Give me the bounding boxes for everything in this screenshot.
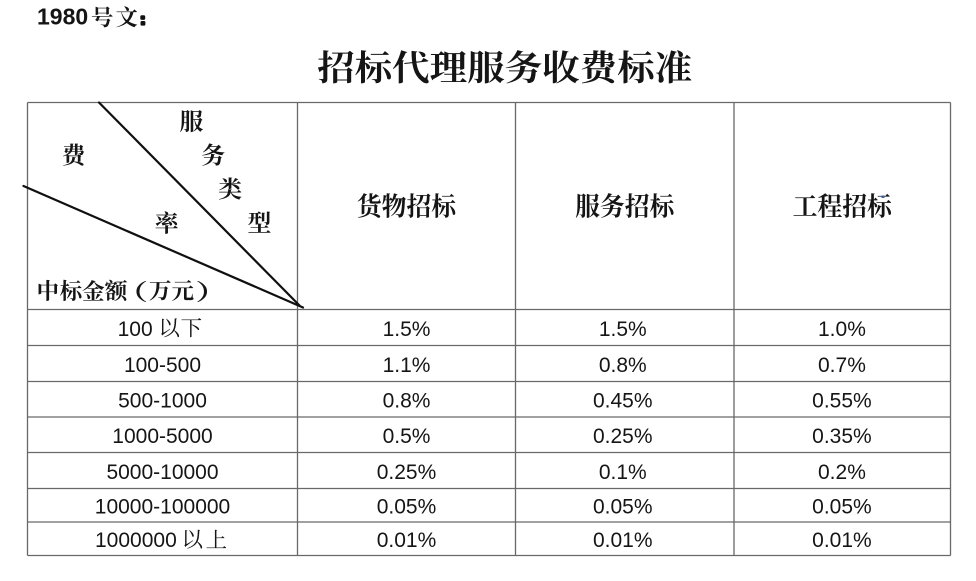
svg-text:500-1000: 500-1000	[118, 390, 207, 413]
svg-text:1980: 1980	[37, 4, 88, 30]
svg-text:100: 100	[118, 318, 153, 341]
svg-text:0.1%: 0.1%	[599, 461, 647, 484]
svg-text:0.05%: 0.05%	[377, 496, 437, 519]
svg-text:1000-5000: 1000-5000	[112, 425, 212, 448]
svg-text:0.05%: 0.05%	[593, 496, 653, 519]
svg-text:0.01%: 0.01%	[812, 529, 872, 552]
svg-text:1.0%: 1.0%	[818, 318, 866, 341]
svg-text:1.5%: 1.5%	[383, 318, 431, 341]
svg-text:0.25%: 0.25%	[593, 425, 653, 448]
svg-text:0.01%: 0.01%	[593, 529, 653, 552]
svg-text:10000-100000: 10000-100000	[95, 496, 230, 519]
svg-text:0.25%: 0.25%	[377, 461, 437, 484]
svg-text:0.05%: 0.05%	[812, 496, 872, 519]
svg-text:0.55%: 0.55%	[812, 390, 872, 413]
svg-text:0.01%: 0.01%	[377, 529, 437, 552]
svg-text:0.5%: 0.5%	[383, 425, 431, 448]
svg-text:100-500: 100-500	[124, 354, 201, 377]
svg-text:1000000: 1000000	[95, 529, 177, 552]
svg-text:0.7%: 0.7%	[818, 354, 866, 377]
svg-text:0.8%: 0.8%	[383, 390, 431, 413]
svg-text:1.5%: 1.5%	[599, 318, 647, 341]
svg-text:0.8%: 0.8%	[599, 354, 647, 377]
svg-text:0.35%: 0.35%	[812, 425, 872, 448]
svg-text:5000-10000: 5000-10000	[106, 461, 218, 484]
svg-text:0.45%: 0.45%	[593, 390, 653, 413]
svg-text:0.2%: 0.2%	[818, 461, 866, 484]
svg-text:1.1%: 1.1%	[383, 354, 431, 377]
